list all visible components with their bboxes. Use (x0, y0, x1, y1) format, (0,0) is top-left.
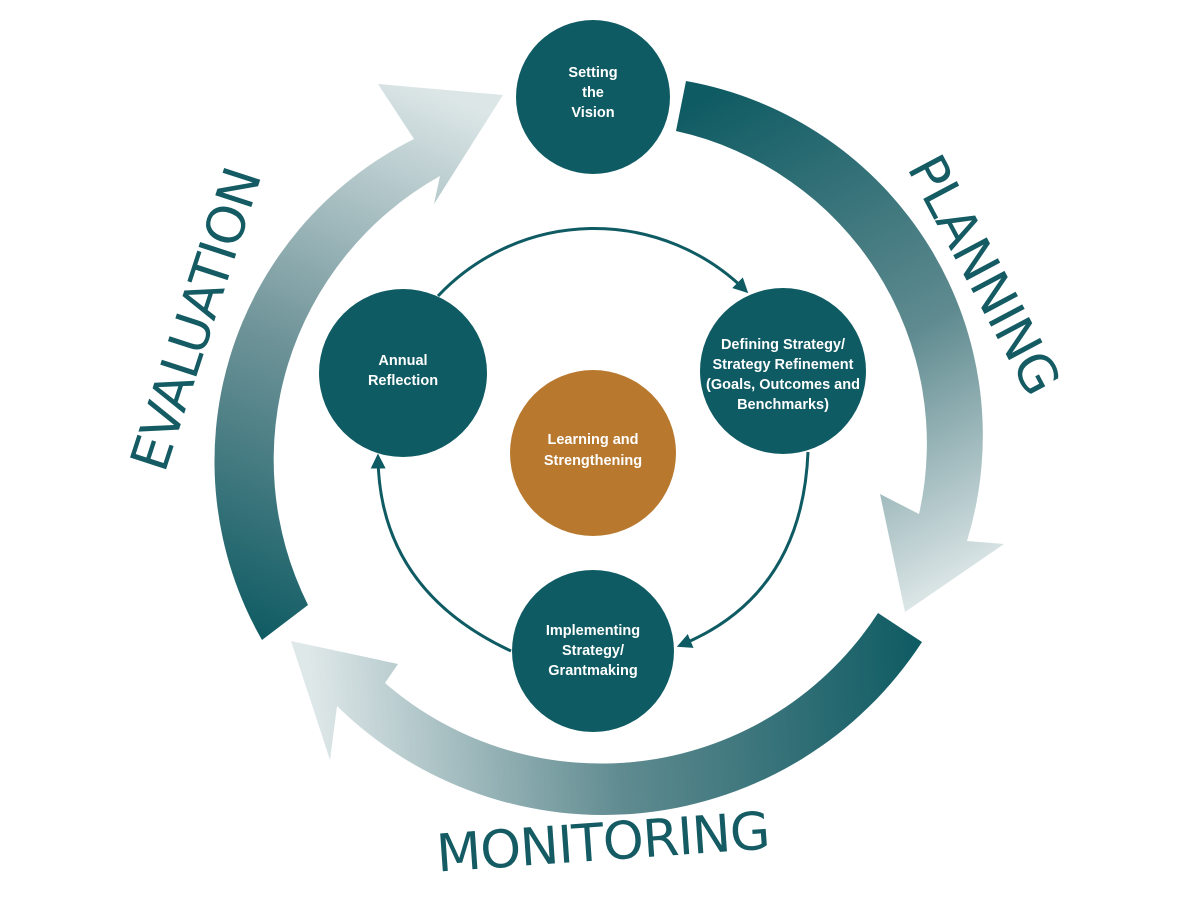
learning-label-line-2: Strengthening (544, 453, 642, 469)
inner-arrow-to-reflection (370, 453, 512, 653)
learning-label-line-1: Learning and (547, 432, 638, 448)
monitoring-arrow (291, 613, 922, 815)
inner-cycle (370, 227, 810, 653)
defining-label-line-1: Defining Strategy/ (721, 337, 845, 353)
node-defining-strategy: Defining Strategy/ Strategy Refinement (… (700, 288, 866, 454)
implementing-label-line-3: Grantmaking (548, 663, 637, 679)
reflection-label-line-2: Reflection (368, 373, 438, 389)
inner-arrow-to-implementing (676, 451, 810, 648)
node-implementing-strategy: Implementing Strategy/ Grantmaking (512, 570, 674, 732)
defining-label-line-3: (Goals, Outcomes and (706, 377, 860, 393)
evaluation-arrow (214, 84, 503, 640)
vision-label-line-1: Setting (568, 65, 617, 81)
monitoring-label: MONITORING (434, 801, 771, 884)
defining-label-line-4: Benchmarks) (737, 397, 829, 413)
implementing-label-line-2: Strategy/ (562, 643, 624, 659)
node-annual-reflection: Annual Reflection (319, 289, 487, 457)
reflection-label-line-1: Annual (378, 353, 427, 369)
outer-cycle (214, 81, 1004, 815)
planning-arrow (676, 81, 1004, 612)
inner-arrow-to-defining (436, 227, 749, 298)
vision-label-line-2: the (582, 85, 604, 101)
vision-label-line-3: Vision (571, 105, 614, 121)
implementing-label-line-1: Implementing (546, 623, 640, 639)
node-setting-the-vision: Setting the Vision (516, 20, 670, 174)
defining-label-line-2: Strategy Refinement (712, 357, 853, 373)
node-learning-and-strengthening: Learning and Strengthening (510, 370, 676, 536)
